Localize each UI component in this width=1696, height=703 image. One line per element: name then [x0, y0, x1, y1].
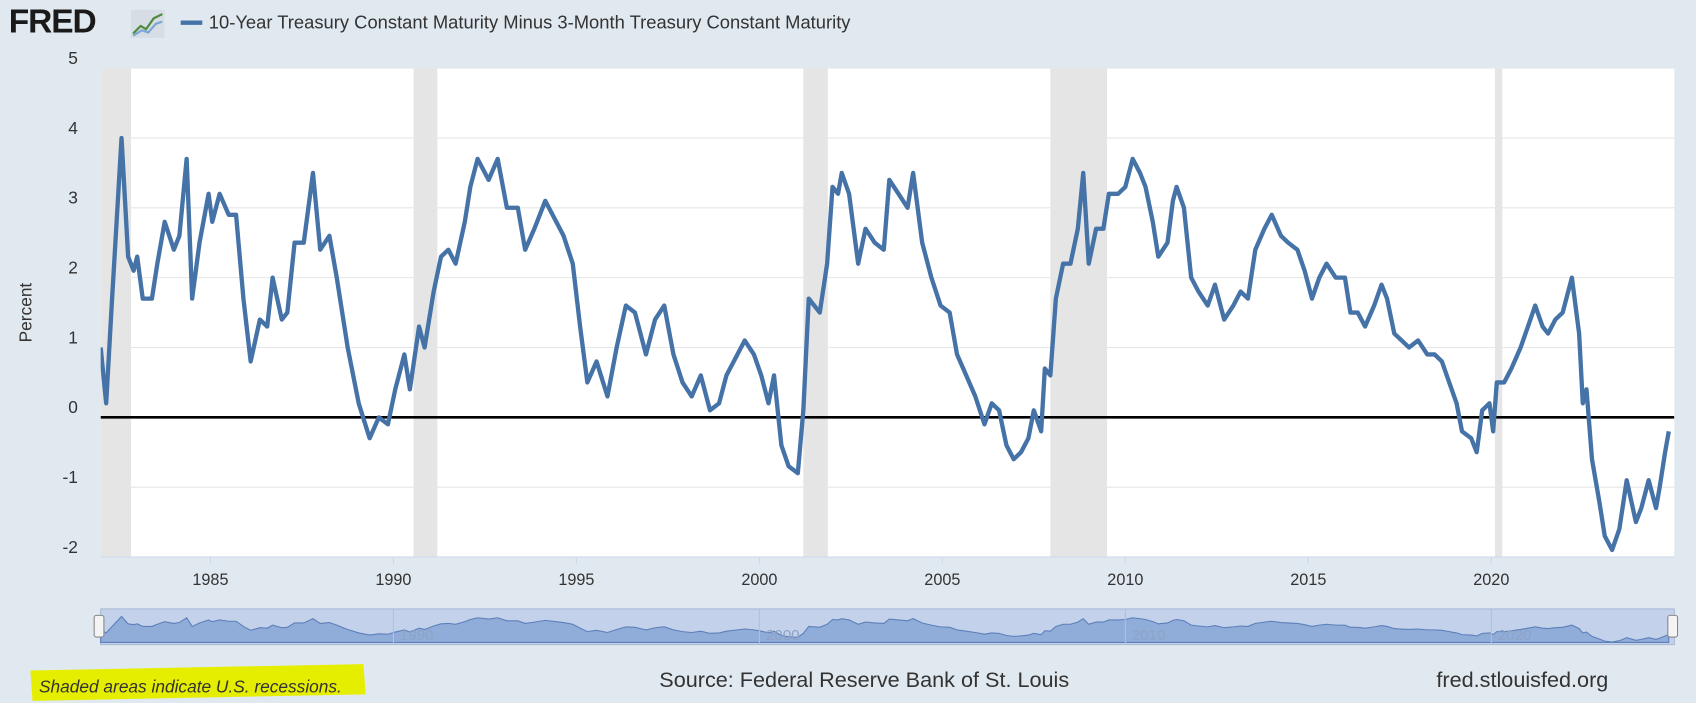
navigator-area	[100, 615, 1670, 643]
navigator-tick-label: 2000	[766, 627, 800, 644]
source: Source: Federal Reserve Bank of St. Loui…	[659, 667, 1069, 692]
legend-label: 10-Year Treasury Constant Maturity Minus…	[209, 12, 852, 33]
recession-band	[1494, 68, 1503, 557]
navigator-tick-label: 2010	[1132, 627, 1166, 644]
x-tick-label: 2000	[741, 571, 777, 589]
x-tick-label: 2005	[924, 571, 960, 589]
series-line	[100, 135, 1671, 553]
y-tick-label: 0	[68, 397, 78, 417]
navigator-tick-label: 1990	[400, 627, 434, 644]
x-tick-label: 2020	[1473, 571, 1509, 589]
y-axis-label: Percent	[16, 283, 36, 343]
logo-icon	[130, 9, 165, 38]
navigator-handle[interactable]	[93, 614, 105, 638]
highlight	[30, 664, 366, 701]
x-tick-label: 1995	[558, 571, 594, 589]
x-tick-label: 1990	[375, 571, 411, 589]
recession-note: Shaded areas indicate U.S. recessions.	[39, 676, 342, 696]
y-tick-label: 3	[68, 188, 78, 208]
recession-band	[100, 68, 132, 557]
recession-band	[413, 68, 438, 557]
y-tick-label: 5	[68, 48, 78, 68]
logo[interactable]: FRED	[9, 4, 97, 41]
y-tick-label: 2	[68, 258, 78, 278]
x-tick-label: 1985	[192, 571, 228, 589]
x-tick-label: 2015	[1290, 571, 1326, 589]
x-tick-label: 2010	[1107, 571, 1143, 589]
y-tick-label: -1	[63, 467, 78, 487]
y-tick-label: -2	[63, 537, 78, 557]
site-link[interactable]: fred.stlouisfed.org	[1436, 667, 1608, 692]
y-tick-label: 4	[68, 118, 78, 138]
navigator-handle[interactable]	[1667, 614, 1679, 638]
plot-area	[100, 68, 1675, 557]
y-tick-label: 1	[68, 327, 78, 347]
recession-band	[1050, 68, 1108, 557]
navigator-tick-label: 2020	[1498, 627, 1532, 644]
